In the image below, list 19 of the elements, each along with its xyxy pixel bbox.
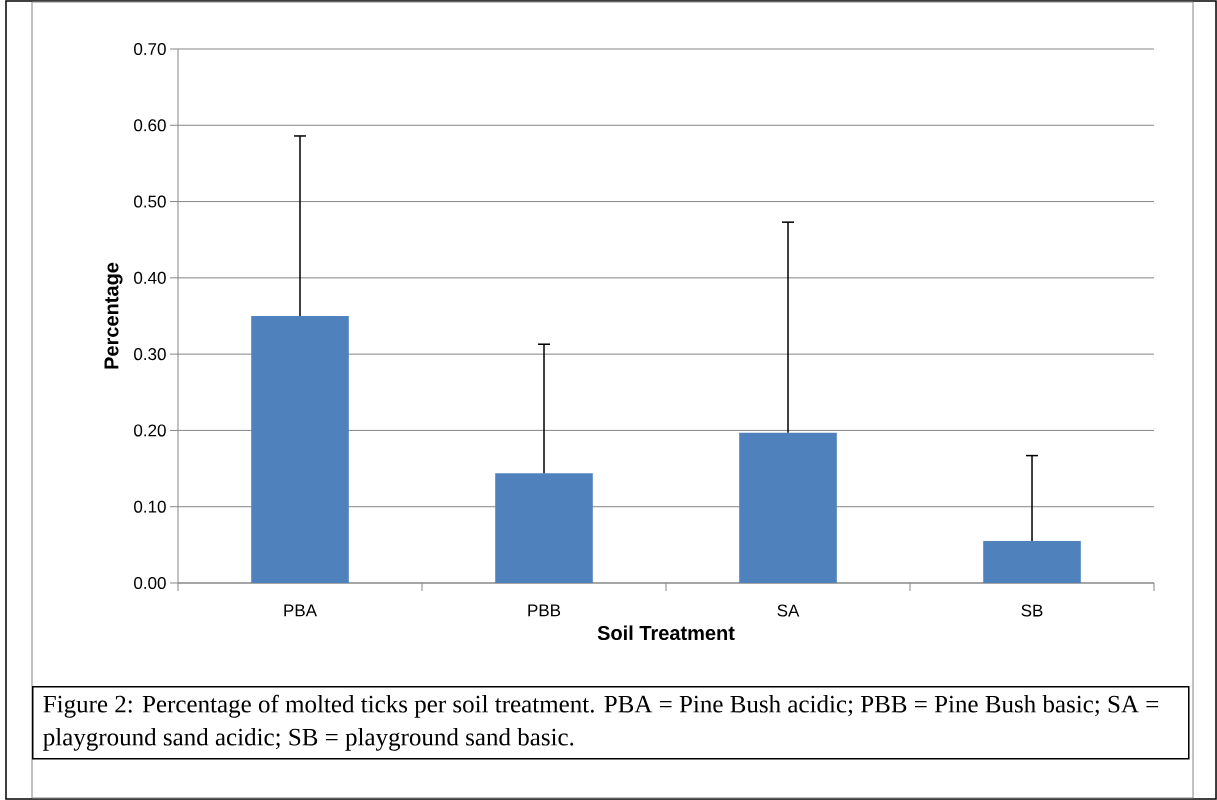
bar xyxy=(739,432,837,583)
y-axis-title: Percentage xyxy=(104,262,123,369)
y-tick-label: 0.30 xyxy=(134,348,166,361)
y-tick-label: 0.00 xyxy=(134,576,166,590)
bar xyxy=(251,316,349,583)
y-tick-label: 0.60 xyxy=(134,119,166,132)
y-tick-label: 0.20 xyxy=(134,424,166,437)
x-axis-title: Soil Treatment xyxy=(597,625,735,641)
x-tick-label: SB xyxy=(1021,604,1043,617)
bar xyxy=(983,541,1081,583)
y-tick-label: 0.40 xyxy=(134,271,166,284)
x-tick-label: PBA xyxy=(284,604,317,617)
caption: Figure 2: Percentage of molted ticks per soil treatment. PBA = Pine Bush acidic; PBB = Pine Bush basic; SA = playground sand acidic; SB = playground sand basic. xyxy=(43,694,1159,751)
y-tick-label: 0.70 xyxy=(134,42,166,56)
bar xyxy=(495,473,593,583)
y-tick-label: 0.10 xyxy=(134,500,166,513)
y-tick-label: 0.50 xyxy=(134,195,166,208)
x-tick-label: SA xyxy=(777,604,800,617)
x-tick-label: PBB xyxy=(528,604,561,617)
